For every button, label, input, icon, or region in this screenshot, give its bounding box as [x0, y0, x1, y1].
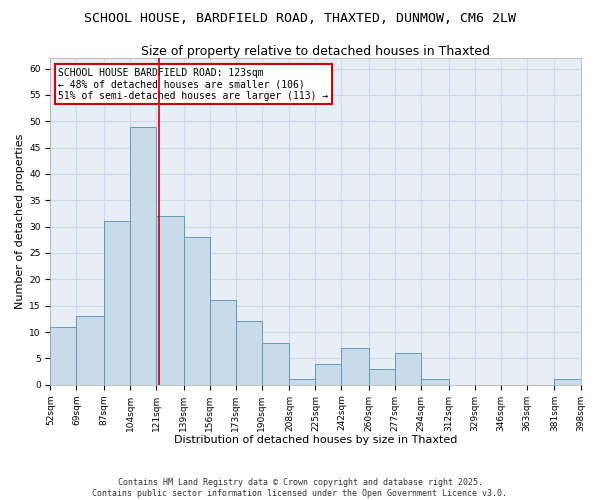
Bar — [156, 216, 184, 384]
Bar — [421, 380, 449, 384]
Text: Contains HM Land Registry data © Crown copyright and database right 2025.
Contai: Contains HM Land Registry data © Crown c… — [92, 478, 508, 498]
Bar — [76, 316, 104, 384]
Bar — [554, 380, 581, 384]
Bar — [341, 348, 369, 385]
Bar — [50, 327, 76, 384]
X-axis label: Distribution of detached houses by size in Thaxted: Distribution of detached houses by size … — [174, 435, 457, 445]
Text: SCHOOL HOUSE, BARDFIELD ROAD, THAXTED, DUNMOW, CM6 2LW: SCHOOL HOUSE, BARDFIELD ROAD, THAXTED, D… — [84, 12, 516, 26]
Bar — [184, 237, 210, 384]
Bar — [210, 300, 236, 384]
Y-axis label: Number of detached properties: Number of detached properties — [15, 134, 25, 309]
Bar — [289, 380, 316, 384]
Bar — [130, 126, 156, 384]
Text: SCHOOL HOUSE BARDFIELD ROAD: 123sqm
← 48% of detached houses are smaller (106)
5: SCHOOL HOUSE BARDFIELD ROAD: 123sqm ← 48… — [58, 68, 329, 101]
Bar — [369, 369, 395, 384]
Bar — [262, 342, 289, 384]
Bar — [104, 222, 130, 384]
Bar — [316, 364, 341, 384]
Bar — [236, 322, 262, 384]
Bar — [395, 353, 421, 384]
Title: Size of property relative to detached houses in Thaxted: Size of property relative to detached ho… — [141, 45, 490, 58]
